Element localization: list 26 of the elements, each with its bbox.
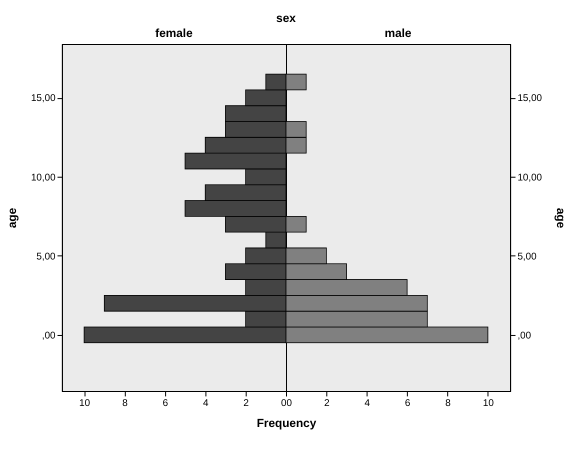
x-tick-label: 0 (286, 398, 292, 410)
x-tick-label: 8 (445, 398, 452, 410)
x-tick-label: 2 (243, 398, 249, 410)
x-tick-label: 2 (324, 398, 330, 410)
y-axis-title: age (6, 207, 20, 228)
y-tick-label: ,00 (42, 330, 56, 342)
chart-title: male (384, 27, 412, 40)
x-tick-label: 6 (162, 398, 169, 410)
x-axis-title: Frequency (256, 416, 317, 430)
y-tick-label: 10,00 (30, 172, 56, 184)
y-tick-label: 5,00 (517, 251, 538, 262)
y-tick-label: 15,00 (30, 93, 56, 104)
x-tick-label: 4 (364, 398, 371, 410)
chart-title: female (155, 27, 194, 40)
x-tick-label: 0 (281, 398, 288, 410)
y-tick-label: 5,00 (36, 251, 56, 262)
x-tick-label: 6 (404, 398, 411, 410)
y-tick-label: 15,00 (517, 93, 543, 104)
text: sex (276, 12, 296, 25)
y-tick-label: 10,00 (517, 172, 543, 184)
x-tick-label: 4 (203, 398, 210, 410)
x-tick-label: 8 (122, 398, 128, 410)
y-tick-label: ,00 (517, 330, 532, 342)
x-tick-label: 10 (482, 398, 494, 410)
y-axis-title: age (554, 208, 567, 229)
x-tick-label: 10 (79, 398, 91, 410)
